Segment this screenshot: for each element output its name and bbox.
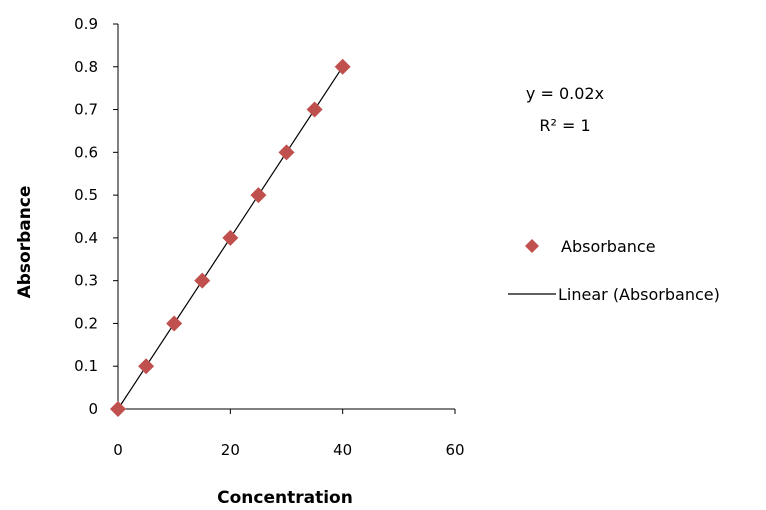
y-axis-title: Absorbance xyxy=(15,186,35,299)
y-tick-label: 0.8 xyxy=(74,58,98,76)
x-ticks: 0 20 40 60 xyxy=(113,409,465,459)
data-point xyxy=(222,229,239,246)
data-points xyxy=(110,58,351,417)
legend: Absorbance Linear (Absorbance) xyxy=(508,237,720,304)
data-point xyxy=(334,58,351,75)
y-tick-label: 0.4 xyxy=(74,229,98,247)
x-tick-label: 20 xyxy=(221,441,240,459)
data-point xyxy=(306,101,323,118)
data-point xyxy=(250,187,267,204)
y-ticks: 0 0.1 0.2 0.3 0.4 0.5 0.6 0.7 0.8 0.9 xyxy=(74,15,118,418)
y-tick-label: 0.2 xyxy=(74,314,98,332)
y-tick-label: 0.5 xyxy=(74,186,98,204)
data-point xyxy=(110,401,126,417)
legend-marker-diamond xyxy=(525,239,539,253)
y-tick-label: 0.3 xyxy=(74,272,98,290)
axes xyxy=(117,24,455,410)
x-tick-label: 40 xyxy=(333,441,352,459)
data-point xyxy=(138,358,155,375)
trendline-equation: y = 0.02x xyxy=(526,84,604,103)
y-tick-label: 0.1 xyxy=(74,357,98,375)
x-axis-title: Concentration xyxy=(217,488,353,508)
legend-label-series: Absorbance xyxy=(561,237,656,256)
data-point xyxy=(278,144,295,161)
x-tick-label: 60 xyxy=(445,441,464,459)
y-tick-label: 0.7 xyxy=(74,101,98,119)
legend-label-trendline: Linear (Absorbance) xyxy=(558,285,720,304)
data-point xyxy=(194,272,211,289)
trendline-r-squared: R² = 1 xyxy=(539,116,590,135)
y-tick-label: 0.9 xyxy=(74,15,98,33)
y-tick-label: 0 xyxy=(88,400,98,418)
y-tick-label: 0.6 xyxy=(74,143,98,161)
x-tick-label: 0 xyxy=(113,441,123,459)
data-point xyxy=(166,315,183,332)
